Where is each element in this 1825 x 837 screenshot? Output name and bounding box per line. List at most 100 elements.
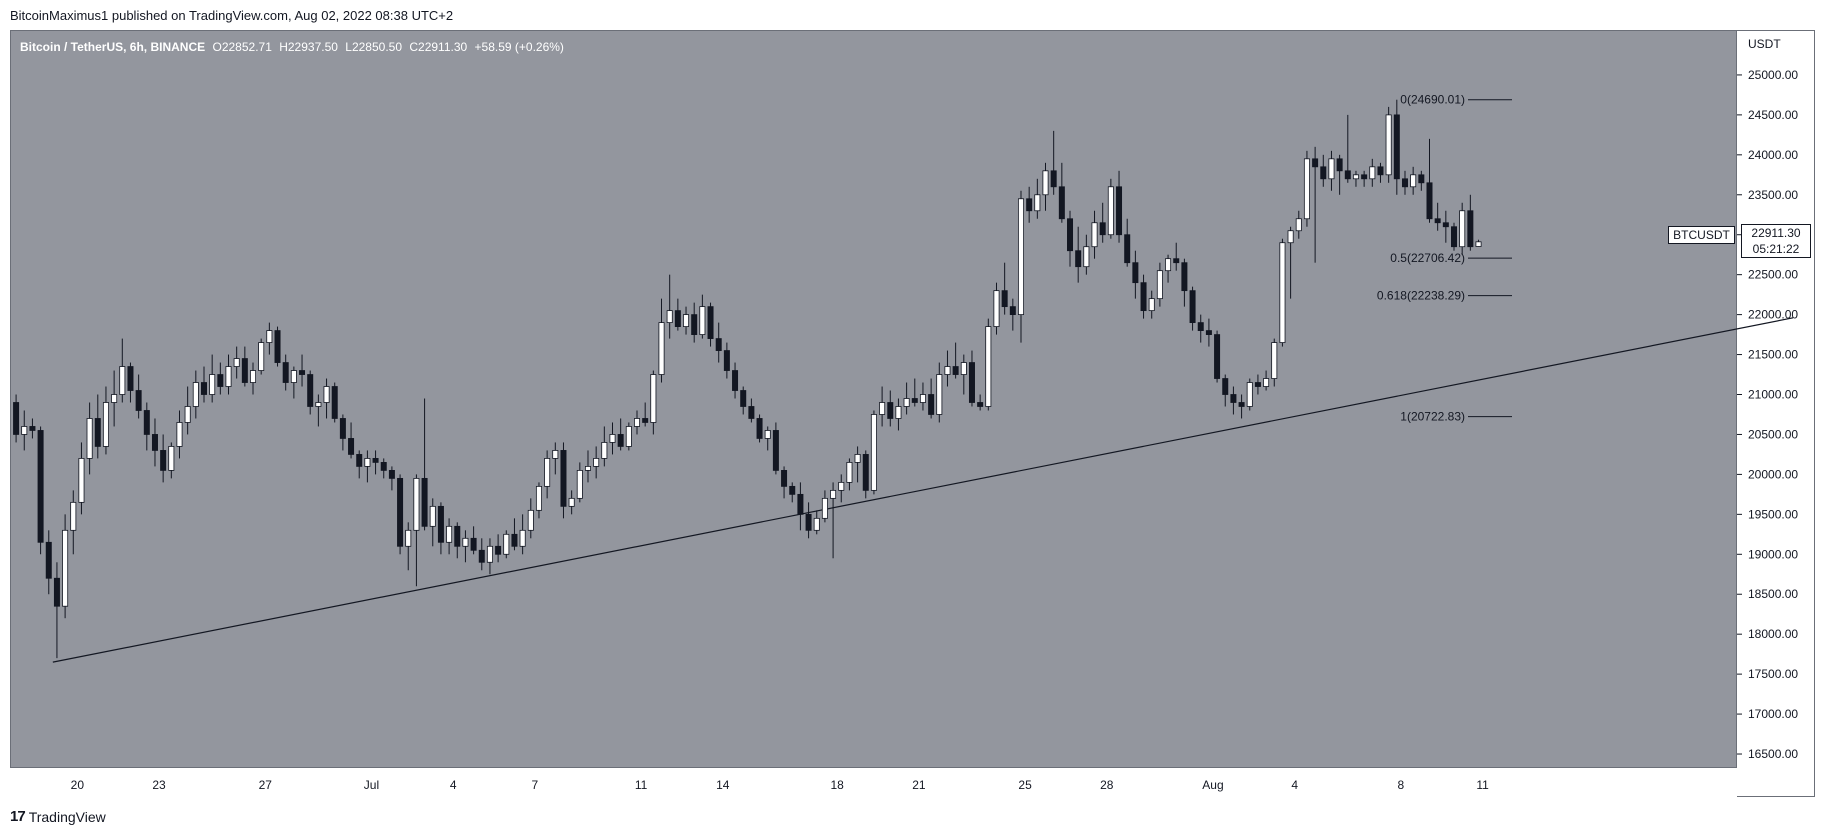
candle-body <box>1116 186 1123 236</box>
price-axis[interactable] <box>1737 30 1815 797</box>
candle-body <box>903 398 910 407</box>
candle-body <box>715 338 722 351</box>
candle-body <box>960 362 967 375</box>
candle-body <box>290 370 297 383</box>
candle-body <box>388 470 395 479</box>
candle-body <box>151 434 158 451</box>
price-tick-label: 24500.00 <box>1748 108 1798 122</box>
candle-body <box>1303 158 1310 220</box>
candle-body <box>1009 306 1016 316</box>
price-tick-label: 24000.00 <box>1748 148 1798 162</box>
candle-body <box>1058 186 1065 220</box>
brand-label: TradingView <box>28 808 106 825</box>
candle-body <box>1230 394 1237 403</box>
candle-body <box>1124 234 1131 264</box>
candle-body <box>870 414 877 491</box>
candle-body <box>699 306 706 335</box>
candle-body <box>1426 182 1433 220</box>
candle-body <box>454 525 461 547</box>
candle-body <box>1132 262 1139 284</box>
candle-body <box>299 370 306 375</box>
candle-body <box>348 438 355 455</box>
symbol-name[interactable]: Bitcoin / TetherUS, 6h, BINANCE <box>20 40 206 54</box>
candle-body <box>723 350 730 371</box>
candle-body <box>266 330 273 343</box>
candle-body <box>1205 330 1212 335</box>
candle-body <box>666 310 673 324</box>
price-tick-label: 22500.00 <box>1748 268 1798 282</box>
candle-body <box>339 418 346 439</box>
candle-body <box>560 450 567 507</box>
candle-body <box>813 517 820 531</box>
candle-body <box>1017 198 1024 316</box>
candle-body <box>1418 174 1425 184</box>
candle-body <box>331 386 338 419</box>
time-tick-label: 28 <box>1100 778 1114 792</box>
candle-body <box>1034 194 1041 212</box>
candle-body <box>854 454 861 463</box>
candle-body <box>944 366 951 375</box>
candle-body <box>78 458 85 503</box>
candle-body <box>1197 322 1204 331</box>
candle-body <box>62 529 69 607</box>
time-axis[interactable] <box>10 767 1737 797</box>
candle-body <box>364 458 371 467</box>
candle-body <box>503 533 510 555</box>
candle-body <box>544 458 551 487</box>
candle-body <box>919 394 926 403</box>
low-value: L22850.50 <box>345 40 403 54</box>
trendline <box>52 317 1794 663</box>
price-tick-label: 23500.00 <box>1748 188 1798 202</box>
candle-body <box>609 434 616 443</box>
candle-body <box>176 422 183 447</box>
candle-body <box>683 314 690 327</box>
candle-body <box>233 358 240 367</box>
candle-body <box>1451 226 1458 248</box>
time-tick-label: 4 <box>450 778 457 792</box>
candle-body <box>405 529 412 547</box>
high-value: H22937.50 <box>279 40 338 54</box>
candle-body <box>1263 378 1270 387</box>
candle-body <box>209 374 216 395</box>
candle-body <box>789 485 796 495</box>
candle-body <box>1401 178 1408 188</box>
candle-body <box>968 362 975 403</box>
candle-body <box>45 541 52 579</box>
candle-body <box>1189 290 1196 324</box>
candle-body <box>846 462 853 483</box>
candle-body <box>1442 222 1449 228</box>
candle-body <box>168 446 175 471</box>
fib-level-label: 0.618(22238.29) <box>1377 289 1465 303</box>
candle-body <box>429 505 436 527</box>
candle-body <box>519 529 526 547</box>
price-tick-label: 21000.00 <box>1748 388 1798 402</box>
candle-body <box>895 406 902 419</box>
price-tick-label: 18000.00 <box>1748 627 1798 641</box>
candle-body <box>1246 382 1253 407</box>
candle-body <box>1050 170 1057 188</box>
candle-body <box>1091 222 1098 248</box>
tradingview-brand[interactable]: 17 TradingView <box>10 808 106 825</box>
candle-body <box>217 374 224 387</box>
candle-body <box>887 402 894 419</box>
candle-body <box>584 466 591 471</box>
candle-body <box>576 470 583 499</box>
candle-body <box>478 549 485 563</box>
symbol-tag: BTCUSDT <box>1668 226 1735 244</box>
candle-body <box>315 402 322 407</box>
candle-body <box>911 398 918 403</box>
open-value: O22852.71 <box>212 40 272 54</box>
time-tick-label: 4 <box>1291 778 1298 792</box>
price-tick-label: 18500.00 <box>1748 587 1798 601</box>
candle-body <box>805 513 812 531</box>
candle-body <box>642 418 649 423</box>
candle-body <box>119 366 126 395</box>
currency-label: USDT <box>1748 37 1781 51</box>
candle-body <box>1352 174 1359 180</box>
candle-body <box>143 410 150 435</box>
price-tick-label: 17500.00 <box>1748 667 1798 681</box>
candle-body <box>1156 270 1163 300</box>
candle-body <box>86 418 93 459</box>
candle-body <box>1320 166 1327 180</box>
price-tick-label: 16500.00 <box>1748 747 1798 761</box>
